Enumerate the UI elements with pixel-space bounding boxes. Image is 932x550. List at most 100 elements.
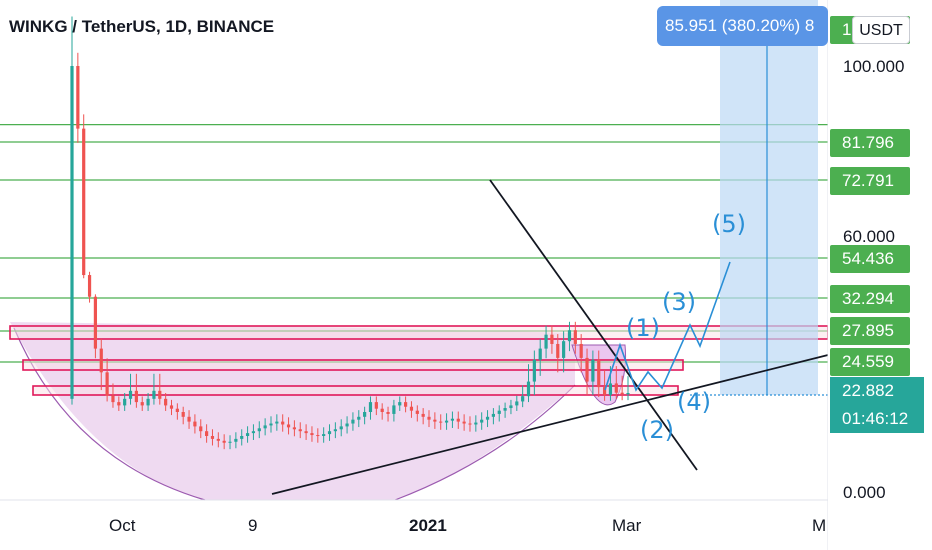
candle bbox=[187, 410, 191, 429]
candle bbox=[392, 399, 396, 422]
candle bbox=[281, 414, 285, 432]
level-label-32: 32.294 bbox=[830, 285, 910, 313]
candle bbox=[497, 405, 501, 422]
candle bbox=[433, 412, 437, 429]
candle bbox=[117, 396, 121, 411]
candle bbox=[562, 331, 566, 373]
level-label-54: 54.436 bbox=[830, 245, 910, 273]
candle bbox=[462, 414, 466, 431]
candle bbox=[573, 321, 577, 354]
x-tick-m: M bbox=[812, 516, 827, 535]
candle bbox=[474, 415, 478, 432]
candle bbox=[351, 412, 355, 431]
candle bbox=[275, 414, 279, 431]
candle bbox=[357, 410, 361, 428]
bar-countdown: 01:46:12 bbox=[842, 409, 909, 428]
candle bbox=[427, 410, 431, 428]
candle bbox=[222, 434, 226, 450]
candle bbox=[199, 419, 203, 439]
candle bbox=[602, 369, 607, 401]
candle bbox=[298, 422, 302, 439]
candle bbox=[99, 338, 103, 391]
wave-projection-path bbox=[604, 261, 731, 392]
candle bbox=[579, 334, 583, 373]
candle bbox=[93, 294, 98, 359]
candle bbox=[421, 408, 425, 425]
candle bbox=[374, 396, 378, 416]
candle bbox=[70, 16, 74, 405]
candle bbox=[404, 396, 408, 413]
candle bbox=[322, 427, 326, 443]
candle bbox=[339, 419, 343, 437]
ascending-trendline bbox=[271, 354, 829, 495]
cup-pattern bbox=[10, 322, 575, 500]
y-tick-0: 0.000 bbox=[843, 483, 886, 502]
candle bbox=[515, 395, 519, 411]
candle bbox=[614, 366, 618, 399]
candle bbox=[228, 435, 232, 450]
candle bbox=[134, 373, 138, 408]
candle bbox=[263, 418, 267, 436]
wave-label-2: (2) bbox=[640, 416, 674, 444]
candle bbox=[626, 376, 630, 401]
candle bbox=[76, 52, 80, 143]
y-tick-60: 60.000 bbox=[843, 227, 895, 246]
candle bbox=[485, 410, 490, 428]
candle bbox=[169, 399, 174, 416]
candle bbox=[345, 416, 349, 434]
candle bbox=[181, 406, 185, 425]
candle bbox=[556, 334, 560, 373]
candle bbox=[269, 416, 273, 433]
candlestick-series bbox=[70, 16, 630, 450]
x-tick-oct: Oct bbox=[109, 516, 136, 535]
candle bbox=[292, 420, 296, 437]
candle bbox=[164, 393, 168, 411]
candle bbox=[491, 408, 495, 425]
candle bbox=[620, 375, 624, 401]
candle bbox=[567, 321, 572, 352]
candle bbox=[585, 348, 589, 396]
candle bbox=[327, 424, 332, 441]
descending-trendline bbox=[489, 179, 698, 471]
level-label-27: 27.895 bbox=[830, 317, 910, 345]
candle bbox=[368, 396, 373, 420]
candle bbox=[550, 325, 554, 354]
candle bbox=[415, 405, 419, 422]
level-label-24: 24.559 bbox=[830, 348, 910, 376]
candle bbox=[193, 414, 197, 434]
candle bbox=[210, 429, 215, 446]
candle bbox=[526, 364, 531, 403]
candle bbox=[409, 401, 414, 418]
projection-box bbox=[720, 0, 818, 395]
resistance-zone-mid bbox=[22, 359, 684, 371]
candle bbox=[257, 421, 261, 439]
last-price-tag: 22.882 01:46:12 bbox=[830, 377, 924, 433]
candle bbox=[333, 422, 337, 439]
candle bbox=[205, 424, 209, 443]
last-price-value: 22.882 bbox=[842, 381, 894, 400]
candle bbox=[597, 350, 601, 398]
candle bbox=[82, 114, 86, 279]
candle bbox=[503, 402, 507, 418]
candle bbox=[363, 406, 367, 425]
candle bbox=[480, 412, 484, 430]
candle bbox=[245, 426, 250, 443]
y-tick-100: 100.000 bbox=[843, 57, 905, 76]
x-tick-mar: Mar bbox=[612, 516, 642, 535]
candle bbox=[509, 399, 513, 415]
candle bbox=[87, 271, 92, 303]
candle bbox=[450, 411, 455, 428]
candle bbox=[444, 413, 449, 430]
wave-label-3: (3) bbox=[662, 288, 696, 316]
candle bbox=[386, 406, 390, 422]
x-tick-2021: 2021 bbox=[409, 516, 447, 535]
support-zone bbox=[32, 385, 679, 396]
currency-unit-button[interactable]: USDT bbox=[852, 16, 910, 44]
candle bbox=[380, 403, 384, 420]
price-axis[interactable] bbox=[828, 0, 932, 550]
measure-label: 85.951 (380.20%) 8 bbox=[657, 6, 828, 46]
candle bbox=[175, 403, 179, 420]
x-tick-9: 9 bbox=[248, 516, 258, 535]
candle bbox=[146, 393, 150, 411]
